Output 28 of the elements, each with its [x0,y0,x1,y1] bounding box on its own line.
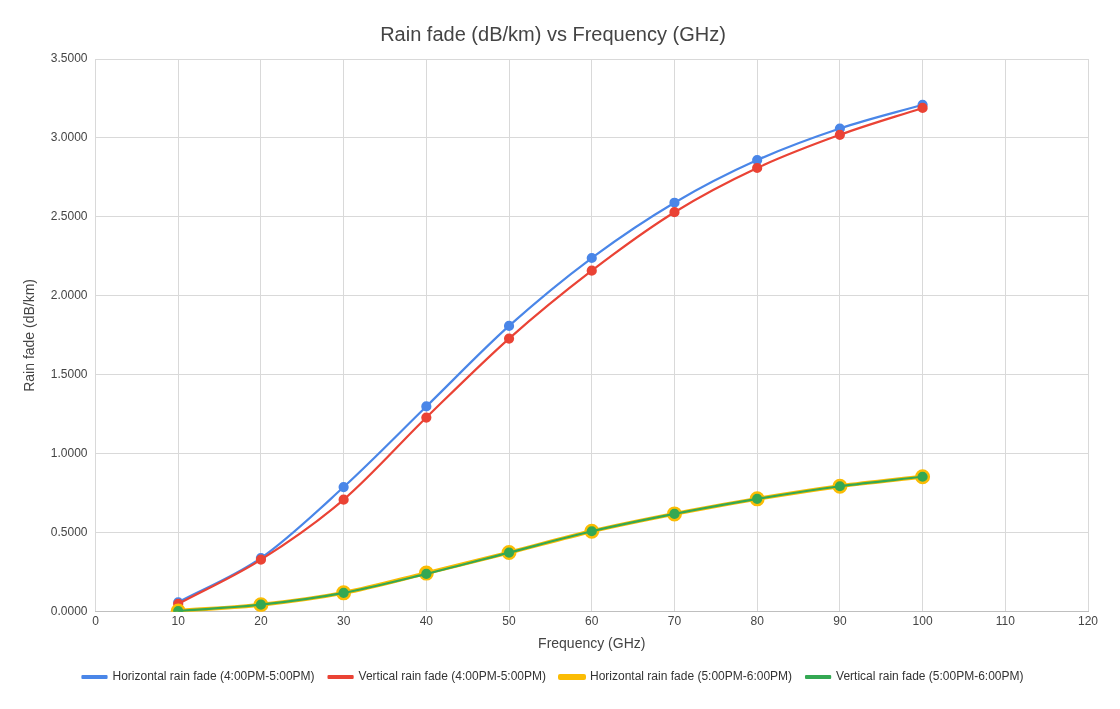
y-tick-label: 1.0000 [50,446,88,461]
x-tick-label: 120 [1077,614,1099,629]
x-axis-title: Frequency (GHz) [538,635,646,652]
x-tick-label: 110 [995,614,1016,629]
y-tick-label: 3.0000 [50,130,88,145]
chart-title: Rain fade (dB/km) vs Frequency (GHz) [380,22,726,45]
x-tick-label: 10 [171,614,186,629]
y-tick-label: 3.5000 [50,51,88,66]
legend-label: Horizontal rain fade (5:00PM-6:00PM) [590,669,793,684]
y-tick-label: 0.0000 [50,604,88,619]
x-tick-label: 100 [912,614,933,629]
x-tick-label: 20 [254,614,268,629]
y-tick-label: 0.5000 [50,525,88,540]
x-tick-label: 40 [419,614,434,629]
x-tick-label: 50 [502,614,517,629]
legend-label: Vertical rain fade (4:00PM-5:00PM) [358,669,546,684]
x-tick-label: 70 [667,614,682,629]
x-tick-label: 80 [750,614,765,629]
x-tick-label: 60 [585,614,599,629]
x-tick-label: 90 [833,614,847,629]
legend-label: Horizontal rain fade (4:00PM-5:00PM) [112,669,315,684]
y-tick-label: 1.5000 [50,367,88,382]
legend-label: Vertical rain fade (5:00PM-6:00PM) [836,669,1024,684]
x-tick-label: 30 [336,614,351,629]
y-tick-label: 2.0000 [50,288,88,303]
x-tick-label: 0 [92,614,100,629]
y-tick-label: 2.5000 [50,209,88,224]
y-axis-title: Rain fade (dB/km) [21,278,38,392]
